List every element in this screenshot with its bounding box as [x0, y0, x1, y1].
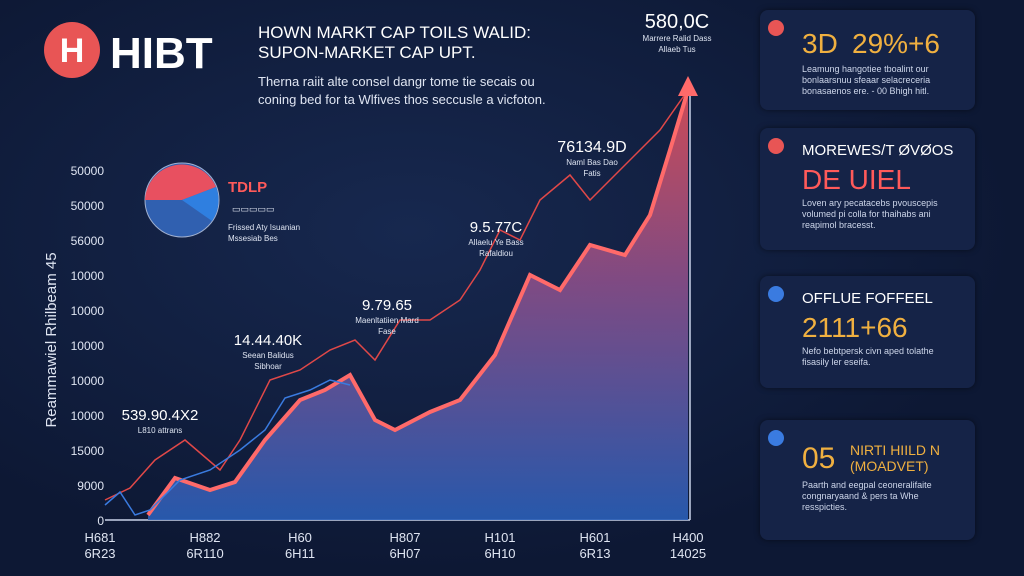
arrow — [678, 76, 698, 96]
annotation-text: Naml Bas Dao — [566, 158, 618, 167]
area — [148, 90, 688, 520]
y-tick-label: 10000 — [71, 409, 105, 423]
x-tick-label: H400 — [672, 530, 703, 545]
card-desc-line: volumed pi colla for thaihabs ani — [802, 209, 931, 219]
blue-line — [104, 379, 351, 516]
card-value: 2111+66 — [802, 312, 908, 343]
pie-legend-text: Frissed Aty Isuanian — [228, 223, 300, 232]
card: OFFLUE FOFFEEL 2111+66 Nefo bebtpersk civn… — [760, 276, 975, 388]
y-tick-label: 0 — [97, 514, 104, 528]
y-tick-label: 10000 — [71, 374, 105, 388]
x-tick-label: 6H10 — [484, 546, 515, 561]
thin-line — [104, 89, 689, 501]
card-desc: Paarth and eegpal ceoneralifaite congnary… — [802, 480, 932, 513]
annotation-text: Marrere Ralid Dass — [643, 34, 712, 43]
card-desc-line: Loven ary pecatacebs pvouscepis — [802, 198, 938, 208]
annotation-value: 539.90.4X2 — [122, 407, 199, 424]
card-desc-line: Nefo bebtpersk civn aped tolathe — [802, 346, 934, 356]
card-label: MOREWES/T ØVØOS — [802, 142, 954, 159]
card-value: DE UIEL — [802, 164, 911, 195]
y-axis-title: Reammawiel Rhilbeam 45 — [43, 252, 60, 427]
title: SUPON-MARKET CAP UPT. — [258, 43, 476, 62]
y-tick-label: 15000 — [71, 444, 105, 458]
x-tick-label: H882 — [189, 530, 220, 545]
title: HOWN MARKT CAP TOILS WALID: — [258, 23, 531, 42]
x-tick-label: 6R13 — [579, 546, 610, 561]
y-tick-label: 56000 — [71, 234, 105, 248]
card: 3D 29%+6 Leamung hangotiee tboalint our bon… — [760, 10, 975, 110]
annotation-text: L810 attrans — [138, 426, 182, 435]
y-tick-label: 10000 — [71, 304, 105, 318]
card-icon — [768, 286, 784, 302]
logo-circle — [44, 22, 100, 78]
card-desc: Loven ary pecatacebs pvouscepis volumed p… — [802, 198, 938, 231]
x-tick-label: H681 — [84, 530, 115, 545]
card-desc-line: Paarth and eegpal ceoneralifaite — [802, 480, 932, 490]
card-icon — [768, 20, 784, 36]
logo-letter: H — [60, 32, 85, 70]
card-desc-line: fisasily ler eseifa. — [802, 357, 871, 367]
annotation-text: Maenltatiien Mard — [355, 316, 419, 325]
card-label: 05 — [802, 442, 836, 475]
annotation-value: 76134.9D — [557, 139, 626, 156]
card-label: OFFLUE FOFFEEL — [802, 290, 933, 307]
x-tick-label: H807 — [389, 530, 420, 545]
x-tick-label: 6R23 — [84, 546, 115, 561]
card-desc: Leamung hangotiee tboalint our bonlaarsnu… — [802, 64, 930, 97]
card-value: 29%+6 — [852, 28, 940, 59]
area-line — [146, 89, 690, 517]
x-tick-label: 6R110 — [186, 546, 223, 561]
y-tick-label: 50000 — [71, 199, 105, 213]
annotation-text: Rafaldiou — [479, 249, 513, 258]
annotation-value: 9.5.77C — [470, 219, 523, 236]
y-tick-label: 10000 — [71, 339, 105, 353]
pie-legend-text: Mssesiab Bes — [228, 234, 278, 243]
x-tick-label: H601 — [579, 530, 610, 545]
x-tick-label: 14025 — [670, 546, 706, 561]
card-icon — [768, 138, 784, 154]
x-tick-label: H60 — [288, 530, 312, 545]
pie-slice — [182, 187, 219, 221]
annotation-text: Sibhoar — [254, 362, 282, 371]
card-desc-line: resspicties. — [802, 502, 848, 512]
annotation-text: Fase — [378, 327, 396, 336]
card-icon — [768, 430, 784, 446]
card-value: NIRTI HIILD N (MOADVET) — [850, 442, 940, 474]
subtitle: Therna raiit alte consel dangr tome tie … — [258, 74, 535, 89]
card: MOREWES/T ØVØOS DE UIEL Loven ary pecatace… — [760, 128, 975, 250]
card-desc-line: congnaryaand & pers ta Whe — [802, 491, 919, 501]
annotation-value: 9.79.65 — [362, 297, 412, 314]
brand: HIBT — [110, 29, 213, 78]
annotation-text: Allaelu Ye Bass — [468, 238, 523, 247]
x-tick-label: H101 — [484, 530, 515, 545]
annotation-text: Allaeb Tus — [658, 45, 695, 54]
card-desc-line: Leamung hangotiee tboalint our — [802, 64, 929, 74]
pie-legend-box: ▭▭▭▭▭ — [232, 204, 275, 214]
pie-legend-title: TDLP — [228, 179, 267, 196]
card-desc-line: bonasaenos ere. - 00 Bhigh hitl. — [802, 86, 930, 96]
x-tick-label: 6H11 — [285, 546, 315, 561]
y-tick-label: 9000 — [77, 479, 104, 493]
card-desc-line: reapimol bracesst. — [802, 220, 876, 230]
annotation-text: Fatis — [583, 169, 600, 178]
card-desc: Nefo bebtpersk civn aped tolathe fisasily… — [802, 346, 934, 368]
card: 05 NIRTI HIILD N (MOADVET) Paarth and eegp… — [760, 420, 975, 540]
annotation-text: Seean Balidus — [242, 351, 294, 360]
y-tick-label: 10000 — [71, 269, 105, 283]
annotation-value: 14.44.40K — [234, 332, 302, 349]
y-tick-label: 50000 — [71, 164, 105, 178]
annotation-value: 580,0C — [645, 11, 710, 33]
subtitle: coning bed for ta Wlfives thos seccusle … — [258, 92, 546, 107]
card-desc-line: bonlaarsnuu sfeaar selacreceria — [802, 75, 931, 85]
pie-slice — [145, 164, 216, 200]
x-tick-label: 6H07 — [389, 546, 420, 561]
card-label: 3D — [802, 28, 838, 59]
